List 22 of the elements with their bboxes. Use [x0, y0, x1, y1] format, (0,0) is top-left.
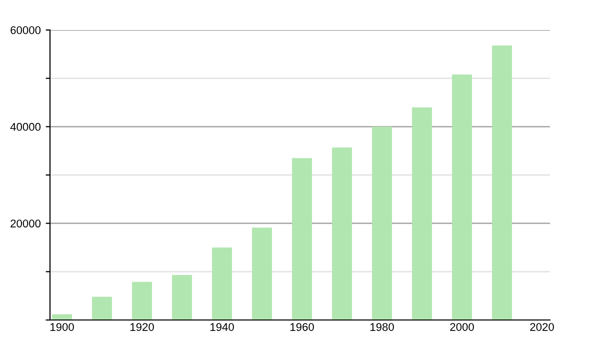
bar [492, 45, 512, 320]
bar [452, 74, 472, 320]
y-tick-label: 40000 [10, 122, 41, 131]
x-tick-label: 1940 [210, 323, 234, 331]
bar [292, 158, 312, 320]
bar [52, 314, 72, 320]
x-tick-label: 1920 [130, 323, 154, 331]
bar [372, 126, 392, 320]
bar [412, 107, 432, 320]
bar [132, 282, 152, 320]
bar [92, 296, 112, 320]
bar [252, 228, 272, 320]
bar [332, 147, 352, 320]
x-tick-label: 1980 [370, 323, 394, 331]
bar [172, 275, 192, 320]
x-tick-label: 1900 [50, 323, 74, 331]
x-tick-label: 2000 [450, 323, 474, 331]
x-tick-label: 1960 [290, 323, 314, 331]
x-tick-label: 2020 [530, 323, 554, 331]
bar [212, 248, 232, 320]
y-tick-label: 60000 [10, 26, 41, 34]
y-tick-label: 20000 [10, 220, 41, 228]
